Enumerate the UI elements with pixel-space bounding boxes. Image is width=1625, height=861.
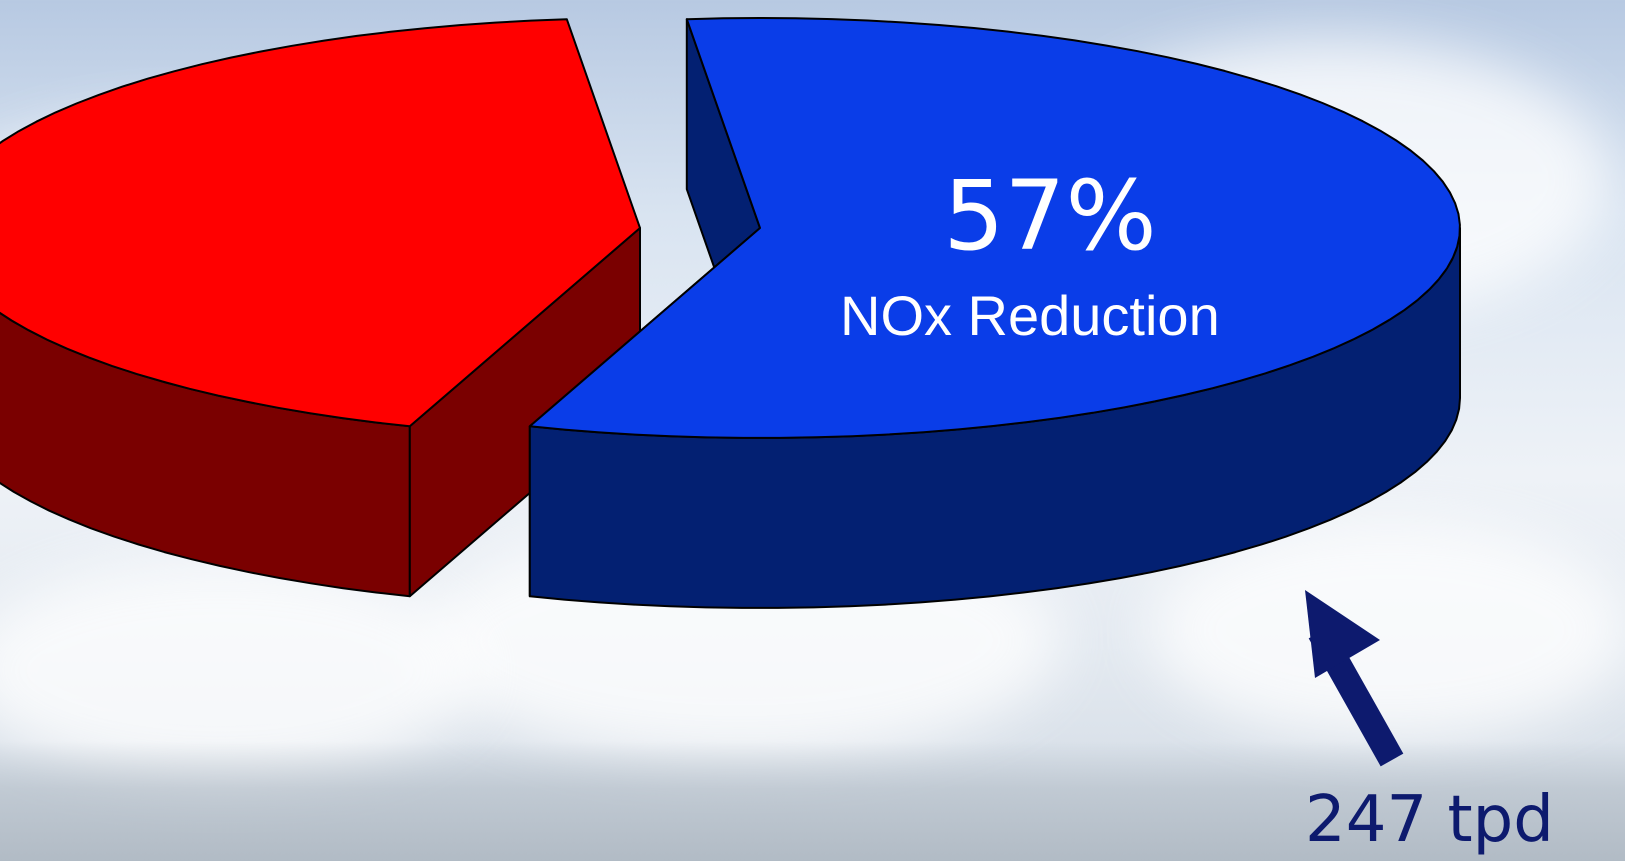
- distant-hills: [0, 741, 1625, 861]
- slice-label: NOx Reduction: [840, 284, 1220, 347]
- slice-red: [0, 18, 641, 598]
- callout-arrow-head: [1305, 590, 1380, 678]
- slice-blue: [528, 17, 1461, 609]
- callout-arrow: [1305, 590, 1404, 767]
- callout-label: 247 tpd: [1305, 783, 1554, 857]
- cloud: [1150, 520, 1625, 740]
- slice-red-top: [0, 18, 641, 428]
- slice-blue-top: [528, 17, 1461, 439]
- percent-label: 57%: [943, 160, 1157, 272]
